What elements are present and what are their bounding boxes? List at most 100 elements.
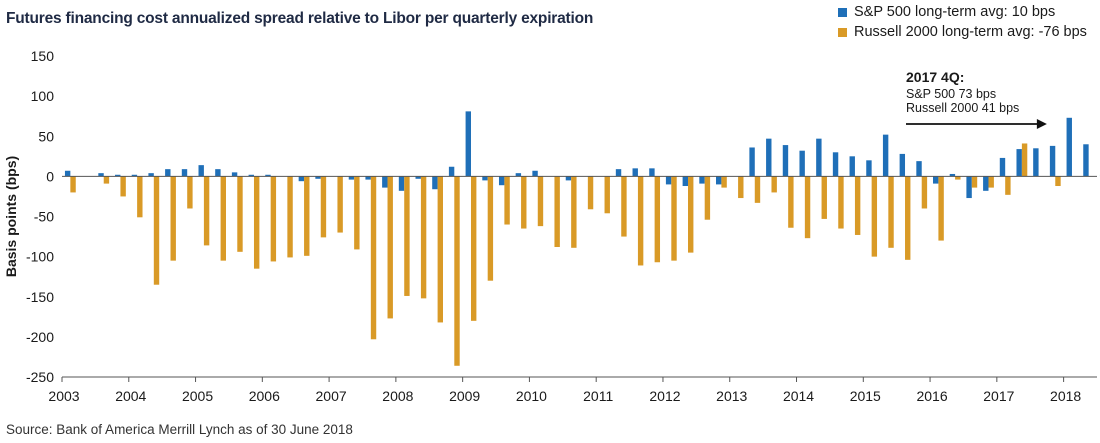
bar-russell2000	[888, 176, 894, 248]
bar-sp500	[749, 147, 755, 177]
bar-sp500	[766, 138, 772, 177]
legend-swatch-russell	[838, 27, 847, 37]
bar-russell2000	[454, 176, 460, 366]
bar-russell2000	[220, 176, 226, 261]
bar-sp500	[665, 176, 672, 185]
bar-russell2000	[804, 176, 811, 239]
bar-russell2000	[137, 176, 143, 218]
bar-sp500	[415, 176, 421, 179]
bar-sp500	[999, 157, 1006, 177]
x-tick-label: 2009	[449, 388, 480, 404]
x-tick-label: 2014	[783, 388, 814, 404]
bar-sp500	[966, 176, 972, 199]
bar-russell2000	[905, 176, 911, 260]
bar-russell2000	[203, 176, 210, 246]
bar-russell2000	[871, 176, 878, 257]
bar-russell2000	[854, 176, 861, 235]
x-tick-label: 2011	[583, 388, 613, 404]
bar-russell2000	[821, 176, 827, 219]
x-tick-label: 2008	[382, 388, 413, 404]
bar-sp500	[866, 160, 872, 177]
bar-russell2000	[253, 176, 260, 269]
bar-sp500	[1066, 117, 1072, 177]
bar-sp500	[799, 150, 805, 177]
bar-sp500	[298, 176, 305, 182]
y-tick-label: 100	[31, 88, 55, 104]
bar-russell2000	[370, 176, 377, 340]
x-tick-label: 2007	[316, 388, 347, 404]
bar-sp500	[816, 138, 822, 177]
bar-russell2000	[955, 176, 961, 180]
bar-russell2000	[120, 176, 126, 197]
annotation-line-russell: Russell 2000 41 bps	[906, 101, 1019, 115]
bar-russell2000	[554, 176, 560, 247]
bar-russell2000	[387, 176, 393, 319]
y-tick-label: -50	[34, 209, 54, 225]
bar-sp500	[181, 169, 188, 177]
chart-title: Futures financing cost annualized spread…	[6, 10, 594, 27]
bar-sp500	[782, 145, 789, 177]
bar-russell2000	[270, 176, 277, 262]
x-tick-label: 2015	[850, 388, 881, 404]
bar-sp500	[949, 173, 956, 177]
bar-russell2000	[304, 176, 310, 256]
bar-sp500	[465, 111, 471, 177]
bar-russell2000	[621, 176, 627, 237]
bar-sp500	[448, 166, 455, 177]
bar-sp500	[432, 176, 438, 190]
bar-russell2000	[571, 176, 577, 248]
bar-russell2000	[337, 176, 343, 233]
bar-sp500	[882, 134, 889, 177]
bar-sp500	[983, 176, 989, 191]
bar-russell2000	[637, 176, 644, 266]
y-tick-label: 0	[46, 168, 54, 184]
bar-sp500	[198, 165, 204, 177]
bar-russell2000	[187, 176, 193, 209]
bar-russell2000	[921, 176, 928, 209]
bar-sp500	[849, 156, 855, 177]
legend-label-sp500: S&P 500 long-term avg: 10 bps	[854, 4, 1056, 20]
legend-item-russell: Russell 2000 long-term avg: -76 bps	[838, 22, 1087, 42]
bar-sp500	[1033, 148, 1039, 177]
bar-sp500	[248, 174, 254, 177]
legend-label-russell: Russell 2000 long-term avg: -76 bps	[854, 24, 1087, 40]
bar-russell2000	[788, 176, 794, 228]
bar-sp500	[1083, 144, 1089, 177]
bar-russell2000	[1005, 176, 1011, 195]
bar-sp500	[515, 173, 522, 177]
bar-sp500	[699, 176, 705, 184]
bar-sp500	[832, 152, 839, 177]
bar-sp500	[649, 168, 655, 177]
bar-sp500	[1016, 149, 1022, 177]
bar-sp500	[131, 174, 138, 177]
y-tick-label: -250	[26, 369, 54, 385]
x-tick-label: 2006	[249, 388, 280, 404]
bar-russell2000	[70, 176, 76, 193]
bar-russell2000	[103, 176, 110, 184]
bar-russell2000	[537, 176, 544, 227]
source-note: Source: Bank of America Merrill Lynch as…	[6, 422, 353, 437]
bar-russell2000	[738, 176, 744, 199]
x-tick-label: 2004	[115, 388, 146, 404]
x-tick-label: 2018	[1050, 388, 1081, 404]
bar-russell2000	[170, 176, 176, 261]
bar-russell2000	[354, 176, 360, 250]
bar-sp500	[148, 173, 154, 177]
y-tick-label: -150	[26, 289, 54, 305]
y-tick-label: -200	[26, 329, 54, 345]
bar-sp500	[933, 176, 939, 184]
bar-russell2000	[420, 176, 427, 299]
bar-russell2000	[688, 176, 694, 253]
legend-item-sp500: S&P 500 long-term avg: 10 bps	[838, 2, 1087, 22]
annotation-heading: 2017 4Q:	[906, 69, 964, 85]
bar-sp500	[398, 176, 405, 191]
annotation-arrow-head	[1036, 119, 1047, 129]
x-tick-label: 2010	[516, 388, 547, 404]
bar-sp500	[315, 176, 321, 179]
bar-sp500	[532, 170, 538, 177]
legend-swatch-sp500	[838, 7, 847, 17]
x-tick-label: 2003	[48, 388, 79, 404]
x-tick-label: 2017	[983, 388, 1014, 404]
bar-russell2000	[470, 176, 477, 321]
bar-sp500	[498, 176, 505, 186]
